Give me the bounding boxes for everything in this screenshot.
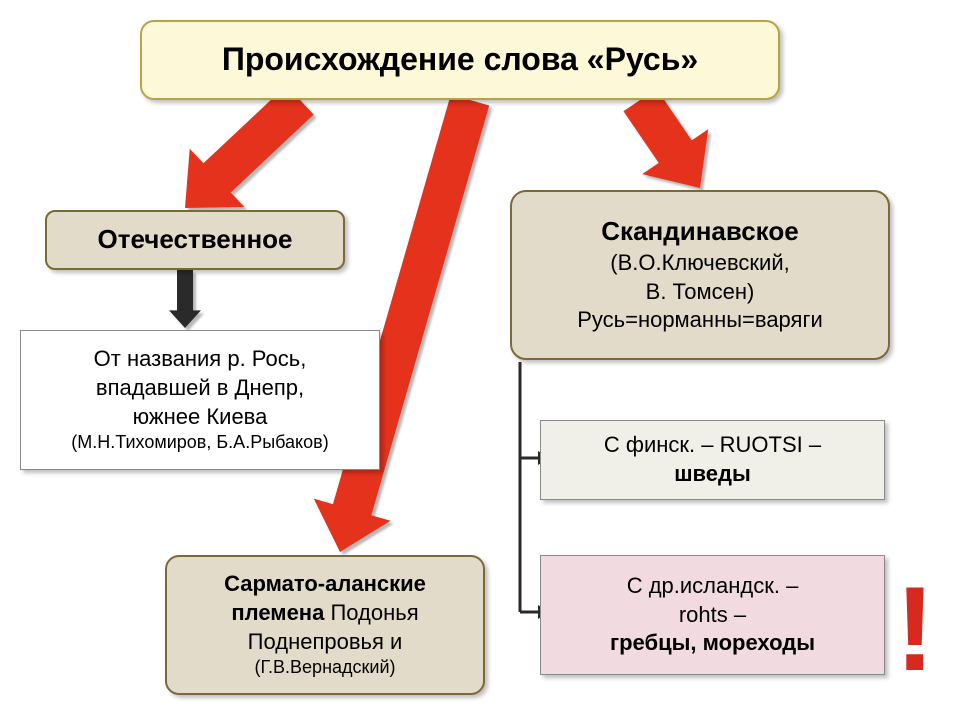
rohts-l2: rohts – <box>679 601 746 630</box>
ros-box: От названия р. Рось, впадавшей в Днепр, … <box>20 330 380 470</box>
rohts-box: С др.исландск. – rohts – гребцы, мореход… <box>540 555 885 675</box>
ruotsi-box: С финск. – RUOTSI – шведы <box>540 420 885 500</box>
scand-title: Скандинавское <box>601 215 798 249</box>
scand-line3: В. Томсен) <box>646 278 755 307</box>
scandinavian-box: Скандинавское (В.О.Ключевский, В. Томсен… <box>510 190 890 360</box>
ros-l2: впадавшей в Днепр, <box>96 374 304 403</box>
rohts-bold: гребцы, мореходы <box>610 629 815 658</box>
sarmat-l2: племена Подонья <box>231 599 418 628</box>
title-box: Происхождение слова «Русь» <box>140 20 780 100</box>
ros-l4: (М.Н.Тихомиров, Б.А.Рыбаков) <box>71 431 328 454</box>
sarmat-l4: (Г.В.Вернадский) <box>254 656 395 679</box>
domestic-box: Отечественное <box>45 210 345 270</box>
ros-l3: южнее Киева <box>133 403 268 432</box>
rohts-l1: С др.исландск. – <box>627 572 799 601</box>
ruotsi-l1: С финск. – RUOTSI – <box>604 431 821 460</box>
sarmat-box: Сармато-аланские племена Подонья Поднепр… <box>165 555 485 695</box>
domestic-text: Отечественное <box>97 223 292 257</box>
ros-l1: От названия р. Рось, <box>94 345 307 374</box>
exclaim-mark: ! <box>895 560 935 698</box>
title-text: Происхождение слова «Русь» <box>222 39 698 81</box>
scand-line2: (В.О.Ключевский, <box>610 249 789 278</box>
ruotsi-bold: шведы <box>674 460 751 489</box>
sarmat-l3: Поднепровья и <box>248 628 403 657</box>
sarmat-b1: Сармато-аланские <box>224 570 426 599</box>
scand-line4: Русь=норманны=варяги <box>577 306 823 335</box>
